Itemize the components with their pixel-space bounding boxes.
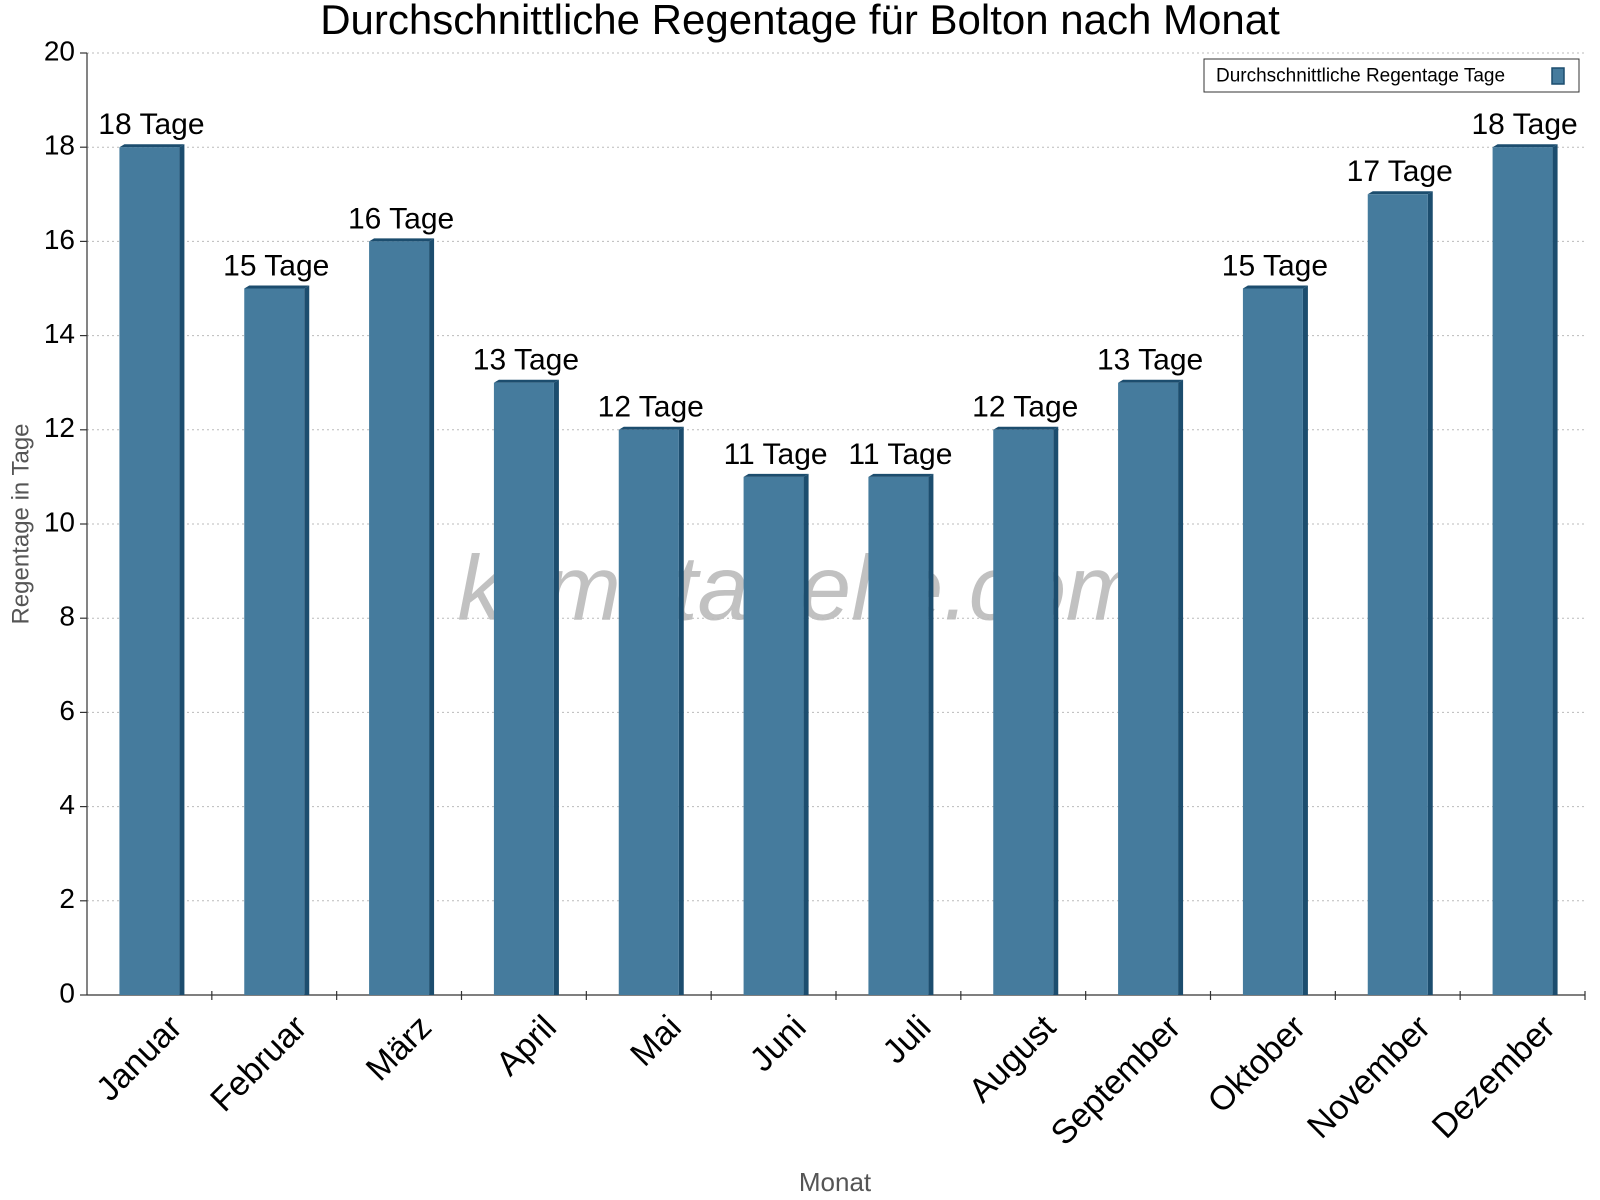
data-label: 13 Tage bbox=[1097, 344, 1203, 377]
y-tick-label: 12 bbox=[44, 412, 75, 443]
bar-top bbox=[1118, 379, 1184, 383]
data-label: 13 Tage bbox=[473, 344, 579, 377]
bar bbox=[1242, 288, 1303, 995]
legend-swatch bbox=[1551, 67, 1565, 85]
x-tick-label: März bbox=[359, 1008, 439, 1088]
data-label: 16 Tage bbox=[348, 202, 454, 235]
x-axis-label: Monat bbox=[799, 1167, 872, 1197]
x-tick-label: Oktober bbox=[1201, 1008, 1313, 1120]
data-label: 17 Tage bbox=[1347, 155, 1453, 188]
bar-top bbox=[618, 426, 684, 430]
y-axis-label: Regentage in Tage bbox=[7, 423, 34, 624]
legend-label: Durchschnittliche Regentage Tage bbox=[1216, 66, 1505, 87]
bar-top bbox=[369, 238, 435, 242]
bar-side bbox=[1552, 144, 1558, 995]
y-tick-label: 16 bbox=[44, 224, 75, 255]
bar-top bbox=[244, 285, 310, 289]
y-tick-label: 6 bbox=[59, 695, 75, 726]
chart-title: Durchschnittliche Regentage für Bolton n… bbox=[320, 0, 1280, 43]
x-tick-label: Dezember bbox=[1425, 1008, 1563, 1146]
bar-top bbox=[868, 473, 934, 477]
bar-side bbox=[803, 473, 809, 995]
bar-top bbox=[1242, 285, 1308, 289]
bar bbox=[493, 382, 554, 995]
bar-side bbox=[553, 379, 559, 995]
bar-side bbox=[928, 473, 934, 995]
data-label: 11 Tage bbox=[724, 438, 828, 471]
x-tick-label: Januar bbox=[89, 1008, 189, 1108]
bar-side bbox=[429, 238, 435, 995]
bar-side bbox=[1053, 426, 1059, 995]
bar bbox=[993, 429, 1054, 995]
bar-top bbox=[119, 144, 185, 148]
x-tick-label: November bbox=[1300, 1008, 1438, 1146]
y-tick-label: 2 bbox=[59, 883, 75, 914]
data-label: 18 Tage bbox=[98, 108, 204, 141]
bar bbox=[868, 476, 929, 995]
bar-side bbox=[1427, 191, 1433, 996]
bar bbox=[369, 241, 430, 995]
y-tick-label: 8 bbox=[59, 601, 75, 632]
y-tick-label: 0 bbox=[59, 977, 75, 1008]
bar bbox=[1492, 147, 1553, 995]
data-label: 15 Tage bbox=[1222, 249, 1328, 282]
bar-side bbox=[304, 285, 310, 995]
bar-top bbox=[993, 426, 1059, 430]
bar bbox=[119, 147, 180, 995]
y-tick-label: 10 bbox=[44, 506, 75, 537]
bar-side bbox=[1178, 379, 1184, 995]
bar-side bbox=[1302, 285, 1308, 995]
x-tick-label: Februar bbox=[203, 1008, 314, 1119]
y-tick-label: 18 bbox=[44, 130, 75, 161]
x-tick-label: April bbox=[489, 1008, 564, 1083]
bar bbox=[1118, 382, 1179, 995]
data-label: 18 Tage bbox=[1471, 108, 1577, 141]
bar bbox=[618, 429, 679, 995]
data-label: 11 Tage bbox=[848, 438, 952, 471]
bar-top bbox=[743, 473, 809, 477]
data-label: 12 Tage bbox=[598, 391, 704, 424]
x-tick-label: September bbox=[1044, 1008, 1188, 1152]
legend-box bbox=[1203, 58, 1580, 93]
bar bbox=[743, 476, 804, 995]
bar bbox=[1367, 194, 1428, 996]
bar-side bbox=[179, 144, 185, 995]
bar-side bbox=[678, 426, 684, 995]
bar-top bbox=[1367, 191, 1433, 195]
y-tick-label: 14 bbox=[44, 318, 75, 349]
x-tick-label: Mai bbox=[623, 1008, 689, 1074]
bar bbox=[244, 288, 305, 995]
x-tick-label: Juni bbox=[743, 1008, 814, 1079]
bar-top bbox=[493, 379, 559, 383]
bar-top bbox=[1492, 144, 1558, 148]
x-tick-label: August bbox=[962, 1008, 1064, 1110]
y-tick-label: 4 bbox=[59, 789, 75, 820]
data-label: 12 Tage bbox=[972, 391, 1078, 424]
x-tick-label: Juli bbox=[875, 1008, 938, 1071]
data-label: 15 Tage bbox=[223, 249, 329, 282]
y-tick-label: 20 bbox=[44, 35, 75, 66]
